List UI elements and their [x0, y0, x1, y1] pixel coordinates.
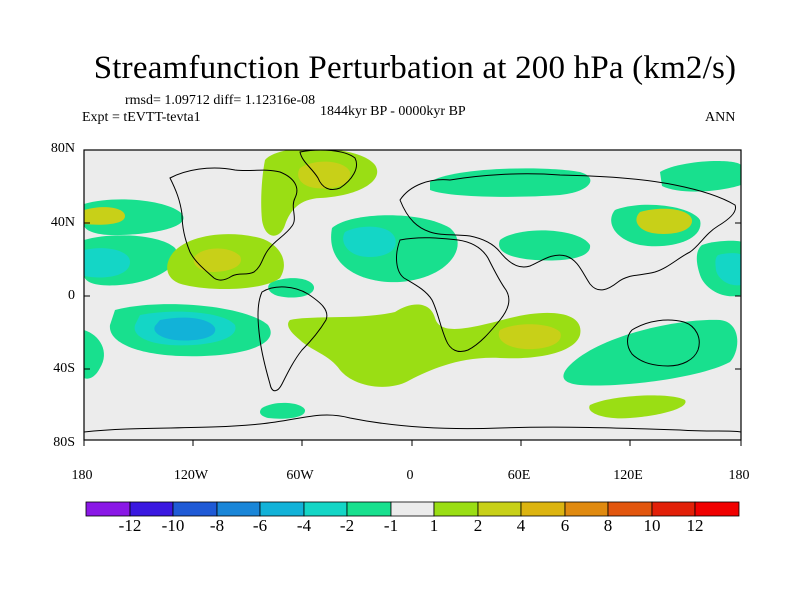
colorbar-box-14 [694, 501, 740, 517]
lat-label-0: 0 [68, 288, 75, 303]
lon-label-120e: 120E [613, 468, 643, 483]
colorbar-label: 6 [560, 516, 570, 535]
colorbar-box-0 [85, 501, 131, 517]
colorbar-box-5 [303, 501, 348, 517]
colorbar-box-11 [564, 501, 609, 517]
contour-neg-sw [84, 330, 105, 379]
lon-label-0: 0 [406, 468, 414, 483]
colorbar-label: 8 [603, 516, 613, 535]
lat-label-40n: 40N [50, 215, 75, 230]
lon-label-180w: 180 [71, 468, 93, 483]
lat-label-40s: 40S [53, 361, 75, 376]
lon-label-120w: 120W [173, 468, 209, 483]
map-background [84, 150, 741, 440]
colorbar-label: 2 [473, 516, 483, 535]
colorbar-label: -4 [296, 516, 312, 535]
colorbar-box-12 [607, 501, 653, 517]
contour-fills [84, 150, 741, 419]
season-label: ANN [705, 110, 736, 125]
colorbar-box-13 [651, 501, 696, 517]
colorbar-label: -8 [209, 516, 225, 535]
map-title: Streamfunction Perturbation at 200 hPa (… [93, 50, 737, 86]
coast-north-america [169, 167, 298, 281]
coast-africa [396, 237, 510, 353]
coast-australia [627, 319, 700, 367]
colorbar-label: 4 [516, 516, 526, 535]
contour-neg-spac-core [154, 317, 216, 341]
contour-pos-safr-core [498, 324, 561, 350]
contour-pos-aus [589, 395, 686, 419]
contour-neg-aus [563, 319, 738, 386]
contour-pos-jp-core [636, 208, 693, 234]
coast-eurasia [399, 173, 737, 291]
colorbar-box-4 [259, 501, 305, 517]
contour-neg-npac-e [660, 160, 741, 192]
contour-pos-namer-core [193, 248, 241, 272]
coast-antarctica [84, 414, 741, 433]
colorbar-box-2 [172, 501, 218, 517]
lon-label-60w: 60W [286, 468, 314, 483]
coastlines [84, 150, 741, 433]
colorbar-label: -1 [383, 516, 399, 535]
stats-label: rmsd= 1.09712 diff= 1.12316e-08 [125, 93, 316, 108]
contour-neg-natl-core [343, 226, 396, 258]
contour-pos-arctic-core [298, 161, 351, 189]
lat-label-80s: 80S [53, 435, 75, 450]
coast-greenland [299, 150, 357, 191]
lon-label-60e: 60E [507, 468, 531, 483]
colorbar-label: -10 [161, 516, 185, 535]
axis-ticks [83, 149, 742, 446]
experiment-label: Expt = tEVTT-tevta1 [82, 110, 201, 125]
colorbar-label: -2 [339, 516, 355, 535]
colorbar-label: -12 [118, 516, 142, 535]
colorbar-box-6 [346, 501, 392, 517]
period-label: 1844kyr BP - 0000kyr BP [320, 104, 466, 119]
colorbar-box-10 [520, 501, 566, 517]
contour-neg-epac-core [84, 248, 130, 278]
colorbar-label: 1 [429, 516, 439, 535]
colorbar-box-3 [216, 501, 261, 517]
contour-neg-arctic-e [430, 168, 591, 197]
colorbar-label: -6 [252, 516, 268, 535]
colorbar-label: 10 [643, 516, 661, 535]
contour-neg-wpac-core [715, 253, 741, 286]
colorbar-box-8 [433, 501, 479, 517]
lat-label-80n: 80N [50, 141, 75, 156]
colorbar-label: 12 [686, 516, 704, 535]
contour-neg-ant [260, 402, 306, 419]
lon-label-180e: 180 [728, 468, 750, 483]
colorbar [85, 501, 740, 517]
colorbar-box-7 [390, 501, 435, 517]
contour-pos-npac-core [84, 207, 125, 225]
coast-south-america [257, 286, 328, 392]
contour-neg-mideast [499, 230, 591, 261]
contour-pos-sam [288, 304, 581, 387]
colorbar-box-1 [129, 501, 174, 517]
colorbar-box-9 [477, 501, 522, 517]
